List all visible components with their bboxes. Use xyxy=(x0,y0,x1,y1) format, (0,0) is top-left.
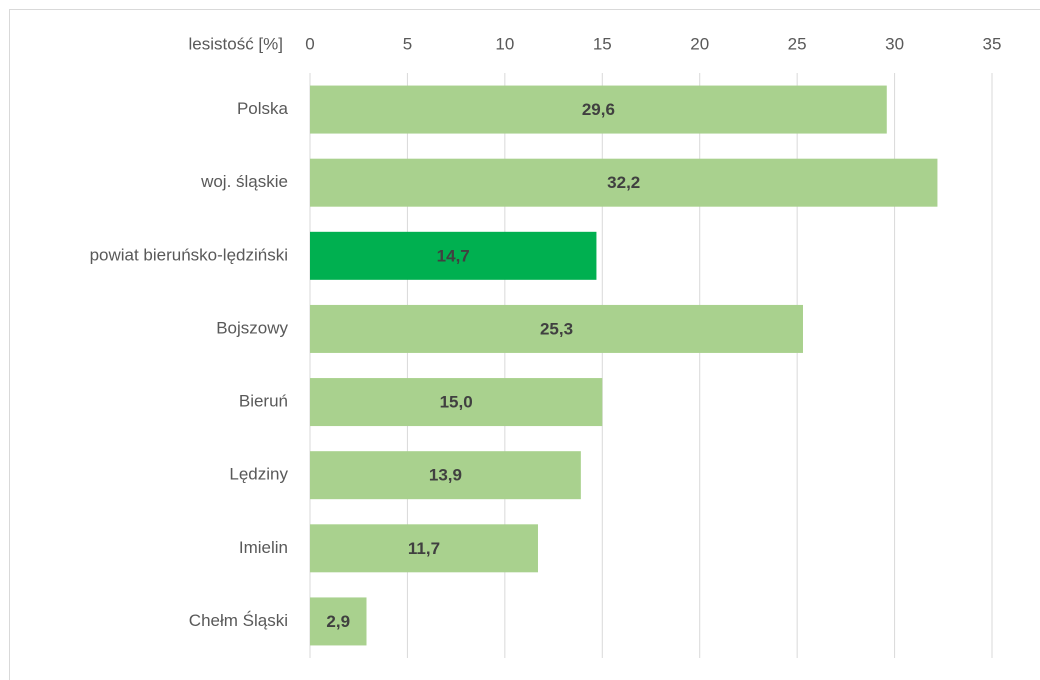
category-label: Lędziny xyxy=(229,465,288,484)
x-tick-label: 10 xyxy=(495,34,514,53)
value-label: 15,0 xyxy=(440,393,473,412)
x-tick-label: 20 xyxy=(690,34,709,53)
axis-title: lesistość [%] xyxy=(189,34,283,53)
x-tick-label: 0 xyxy=(305,34,314,53)
value-label: 11,7 xyxy=(408,539,440,558)
category-label: Polska xyxy=(237,99,289,118)
x-tick-label: 35 xyxy=(983,34,1002,53)
x-tick-label: 30 xyxy=(885,34,904,53)
chart-border xyxy=(9,9,1040,680)
category-label: Bojszowy xyxy=(216,318,288,337)
category-label: Imielin xyxy=(239,538,288,557)
value-label: 32,2 xyxy=(607,173,640,192)
bar xyxy=(310,85,887,134)
category-label: Bieruń xyxy=(239,392,288,411)
value-label: 25,3 xyxy=(540,319,573,338)
bar xyxy=(310,597,367,646)
value-label: 2,9 xyxy=(326,612,350,631)
x-tick-label: 15 xyxy=(593,34,612,53)
x-tick-label: 5 xyxy=(403,34,412,53)
bar xyxy=(310,451,581,500)
category-label: woj. śląskie xyxy=(200,172,288,191)
bar xyxy=(310,524,538,573)
category-label: Chełm Śląski xyxy=(189,611,288,630)
value-label: 13,9 xyxy=(429,466,462,485)
bar xyxy=(310,304,803,353)
value-label: 29,6 xyxy=(582,100,615,119)
bar xyxy=(310,158,938,207)
bar xyxy=(310,378,603,427)
category-label: powiat bieruńsko-lędziński xyxy=(90,245,288,264)
bar xyxy=(310,231,597,280)
x-tick-label: 25 xyxy=(788,34,807,53)
value-label: 14,7 xyxy=(437,246,470,265)
